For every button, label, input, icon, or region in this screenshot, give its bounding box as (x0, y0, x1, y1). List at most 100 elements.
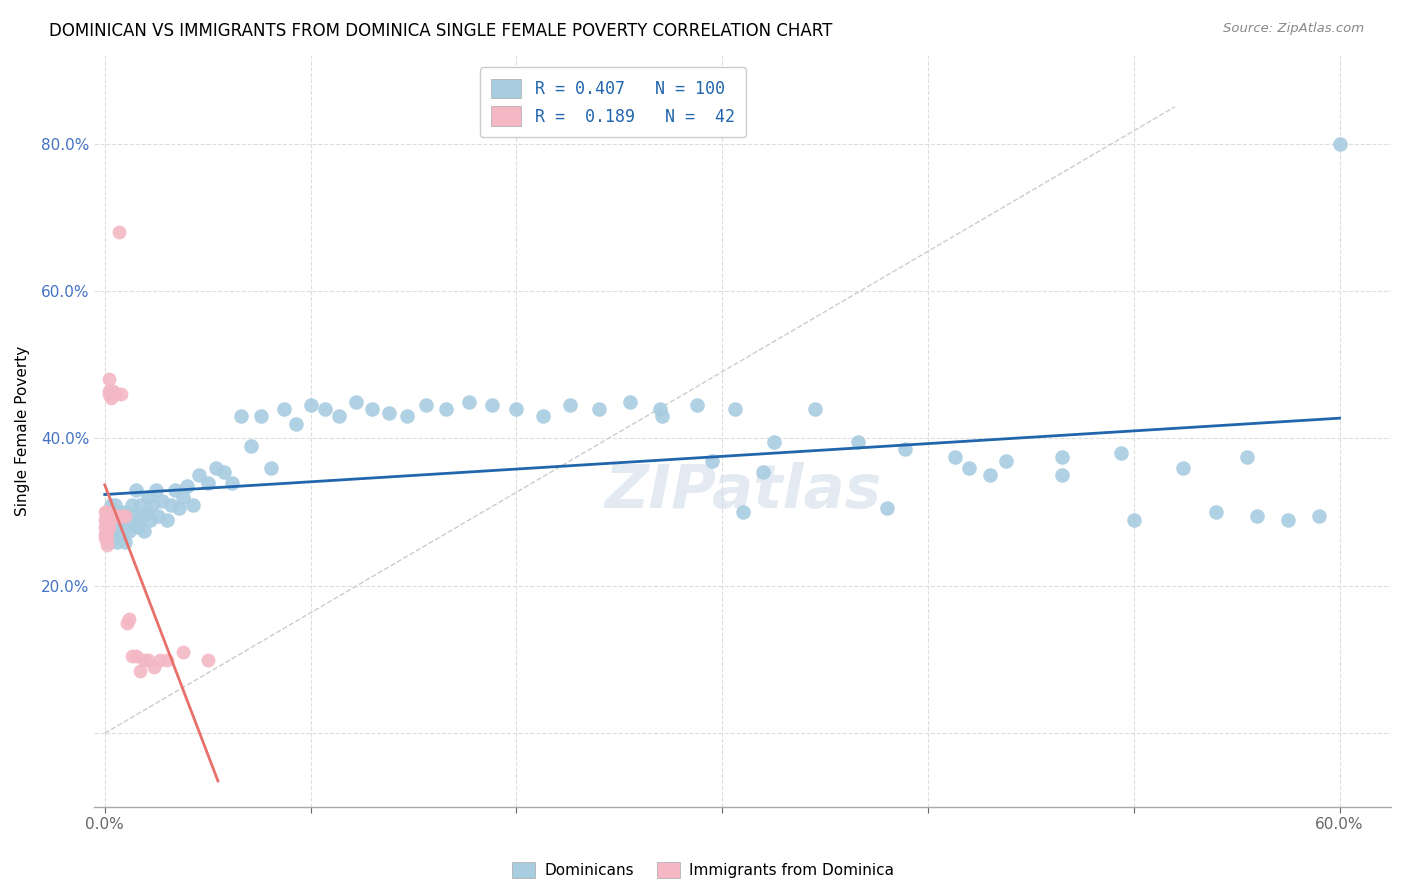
Point (110, 387, 132, 401)
Point (876, 501, 898, 516)
Text: ZIPatlas: ZIPatlas (605, 462, 882, 521)
Point (110, 531, 132, 545)
Point (979, 468, 1001, 483)
Point (94, 520, 117, 534)
Point (131, 508, 153, 523)
Text: DOMINICAN VS IMMIGRANTS FROM DOMINICA SINGLE FEMALE POVERTY CORRELATION CHART: DOMINICAN VS IMMIGRANTS FROM DOMINICA SI… (49, 22, 832, 40)
Point (96, 527, 118, 541)
Point (135, 505, 157, 519)
Point (105, 512, 128, 526)
Point (96, 524, 118, 538)
Point (172, 645, 194, 659)
Legend: Dominicans, Immigrants from Dominica: Dominicans, Immigrants from Dominica (506, 856, 900, 884)
Point (104, 508, 127, 523)
Point (619, 394, 641, 409)
Point (128, 664, 150, 678)
Point (149, 652, 172, 666)
Point (122, 516, 145, 531)
Point (481, 398, 503, 412)
Point (803, 401, 825, 416)
Point (1050, 468, 1073, 483)
Point (101, 384, 124, 398)
Text: Source: ZipAtlas.com: Source: ZipAtlas.com (1223, 22, 1364, 36)
Point (221, 475, 243, 490)
Point (127, 520, 149, 534)
Point (1308, 508, 1330, 523)
Point (957, 461, 980, 475)
Point (273, 401, 295, 416)
Point (96, 538, 118, 552)
Point (159, 498, 181, 512)
Point (118, 612, 141, 626)
Point (415, 398, 437, 412)
Point (94, 531, 117, 545)
Point (723, 401, 745, 416)
Point (762, 435, 785, 450)
Point (260, 461, 283, 475)
Point (117, 512, 139, 526)
Point (378, 406, 401, 420)
Point (94, 505, 117, 519)
Point (846, 435, 869, 450)
Point (101, 508, 124, 523)
Point (97, 384, 120, 398)
Point (1050, 450, 1073, 464)
Point (1329, 136, 1351, 151)
Point (105, 534, 128, 549)
Point (104, 498, 127, 512)
Point (197, 652, 219, 666)
Legend: R = 0.407   N = 100, R =  0.189   N =  42: R = 0.407 N = 100, R = 0.189 N = 42 (479, 67, 747, 137)
Point (136, 491, 159, 505)
Point (651, 409, 673, 424)
Point (299, 398, 322, 412)
Point (132, 524, 155, 538)
Point (943, 450, 966, 464)
Point (285, 417, 308, 431)
Point (94, 527, 117, 541)
Point (101, 531, 124, 545)
Point (114, 534, 136, 549)
Point (143, 660, 166, 674)
Point (108, 505, 131, 519)
Point (229, 409, 252, 424)
Point (155, 512, 177, 526)
Point (100, 527, 122, 541)
Point (250, 409, 273, 424)
Point (101, 508, 124, 523)
Point (96, 524, 118, 538)
Point (731, 505, 754, 519)
Point (96, 505, 118, 519)
Point (141, 498, 163, 512)
Point (361, 401, 384, 416)
Point (650, 401, 672, 416)
Point (124, 648, 146, 663)
Point (118, 524, 141, 538)
Point (1277, 512, 1299, 526)
Point (588, 401, 610, 416)
Y-axis label: Single Female Poverty: Single Female Poverty (15, 346, 30, 516)
Point (150, 494, 173, 508)
Point (163, 483, 186, 497)
Point (700, 453, 723, 467)
Point (458, 394, 481, 409)
Point (1246, 508, 1268, 523)
Point (124, 508, 146, 523)
Point (117, 615, 139, 630)
Point (100, 520, 122, 534)
Point (104, 508, 127, 523)
Point (212, 465, 235, 479)
Point (188, 468, 211, 483)
Point (205, 461, 228, 475)
Point (434, 401, 457, 416)
Point (97, 520, 120, 534)
Point (328, 409, 350, 424)
Point (97, 372, 120, 386)
Point (104, 524, 127, 538)
Point (396, 409, 419, 424)
Point (94, 512, 117, 526)
Point (96, 512, 118, 526)
Point (96, 516, 118, 531)
Point (752, 465, 775, 479)
Point (114, 505, 136, 519)
Point (100, 391, 122, 405)
